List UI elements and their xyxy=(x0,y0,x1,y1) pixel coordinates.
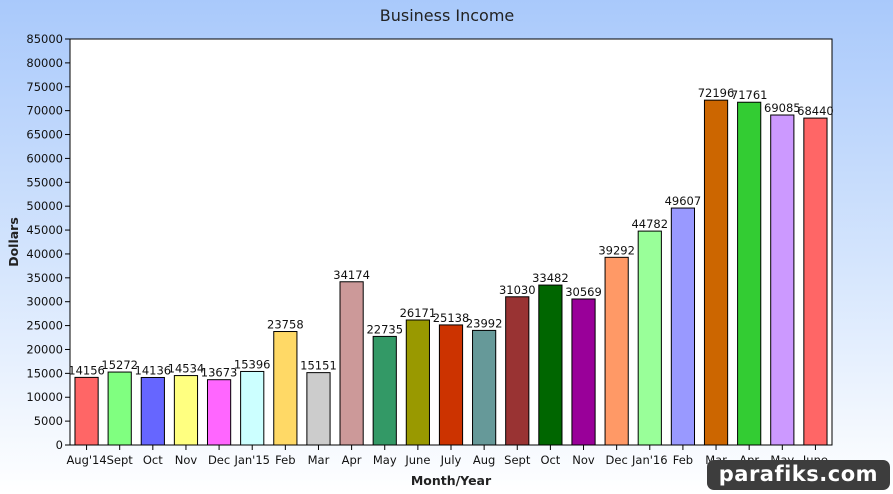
bar xyxy=(770,114,795,446)
y-tick-label: 75000 xyxy=(26,80,63,94)
x-tick-label: Jan'15 xyxy=(233,453,270,467)
data-label: 34174 xyxy=(333,268,370,282)
chart-title: Business Income xyxy=(380,6,515,25)
x-tick-label: Nov xyxy=(572,453,595,467)
bar xyxy=(637,230,662,446)
x-tick-label: Aug'14 xyxy=(66,453,106,467)
y-axis: 0 5000 10000 15000 20000 25000 30000 35000 40000… xyxy=(26,32,70,452)
y-tick-label: 5000 xyxy=(34,414,63,428)
y-tick-label: 10000 xyxy=(26,390,63,404)
bar xyxy=(604,256,629,446)
y-tick-label: 40000 xyxy=(26,247,63,261)
y-tick-label: 65000 xyxy=(26,128,63,142)
bar xyxy=(472,329,497,446)
bar xyxy=(206,379,232,446)
bar xyxy=(107,371,132,446)
x-tick-label: Feb xyxy=(673,453,693,467)
x-tick-label: Dec xyxy=(606,453,628,467)
x-axis-label: Month/Year xyxy=(411,473,492,488)
y-tick-label: 45000 xyxy=(26,223,63,237)
bar xyxy=(173,375,199,446)
y-tick-label: 35000 xyxy=(26,271,63,285)
bar xyxy=(306,372,331,446)
y-tick-label: 50000 xyxy=(26,199,63,213)
y-tick-label: 80000 xyxy=(26,56,63,70)
data-label: 15151 xyxy=(300,359,337,373)
data-label: 33482 xyxy=(532,271,569,285)
data-label: 31030 xyxy=(499,283,536,297)
x-tick-label: Sept xyxy=(504,453,531,467)
data-label: 23758 xyxy=(267,318,304,332)
x-tick-label: Oct xyxy=(540,453,560,467)
bar xyxy=(438,324,464,446)
x-tick-label: May xyxy=(373,453,397,467)
bar xyxy=(737,101,762,446)
x-tick-label: Dec xyxy=(208,453,230,467)
x-tick-label: Jan'16 xyxy=(631,453,668,467)
data-label: 14534 xyxy=(168,362,205,376)
y-tick-label: 0 xyxy=(56,438,63,452)
watermark: parafiks.com xyxy=(706,460,890,490)
data-label: 13673 xyxy=(201,366,238,380)
data-label: 69085 xyxy=(764,101,801,115)
bar xyxy=(571,298,596,446)
y-tick-label: 55000 xyxy=(26,175,63,189)
y-axis-label: Dollars xyxy=(6,217,21,267)
x-tick-label: July xyxy=(440,453,462,467)
bar xyxy=(803,117,828,446)
x-tick-label: Aug xyxy=(473,453,495,467)
data-label: 25138 xyxy=(433,311,470,325)
bar xyxy=(538,284,563,446)
x-tick-label: Apr xyxy=(342,453,362,467)
data-label: 68440 xyxy=(797,104,834,118)
data-label: 39292 xyxy=(598,243,635,257)
data-label: 30569 xyxy=(565,285,602,299)
data-label: 49607 xyxy=(665,194,702,208)
data-label: 14156 xyxy=(68,363,105,377)
data-label: 72196 xyxy=(698,86,735,100)
x-tick-label: Feb xyxy=(275,453,295,467)
bar xyxy=(670,207,696,446)
x-tick-label: Nov xyxy=(175,453,198,467)
y-tick-label: 60000 xyxy=(26,151,63,165)
x-tick-label: Oct xyxy=(143,453,163,467)
y-tick-label: 15000 xyxy=(26,366,63,380)
x-tick-label: Sept xyxy=(107,453,134,467)
data-label: 44782 xyxy=(631,217,668,231)
y-tick-label: 70000 xyxy=(26,104,63,118)
data-label: 15396 xyxy=(234,357,271,371)
y-tick-label: 20000 xyxy=(26,342,63,356)
data-label: 14136 xyxy=(135,363,172,377)
bars xyxy=(74,99,828,446)
bar xyxy=(372,335,397,446)
y-tick-label: 25000 xyxy=(26,319,63,333)
bar xyxy=(505,296,530,446)
data-label: 26171 xyxy=(400,306,437,320)
bar xyxy=(240,370,265,446)
bar xyxy=(273,331,298,446)
x-tick-label: Mar xyxy=(308,453,330,467)
bar xyxy=(140,376,165,446)
data-label: 71761 xyxy=(731,88,768,102)
data-label: 22735 xyxy=(366,322,403,336)
y-tick-label: 30000 xyxy=(26,295,63,309)
bar xyxy=(339,281,364,446)
x-tick-label: June xyxy=(404,453,430,467)
bar xyxy=(405,319,430,446)
bar xyxy=(703,99,729,446)
y-tick-label: 85000 xyxy=(26,32,63,46)
data-label: 23992 xyxy=(466,316,503,330)
data-label: 15272 xyxy=(101,358,138,372)
bar xyxy=(74,376,99,446)
